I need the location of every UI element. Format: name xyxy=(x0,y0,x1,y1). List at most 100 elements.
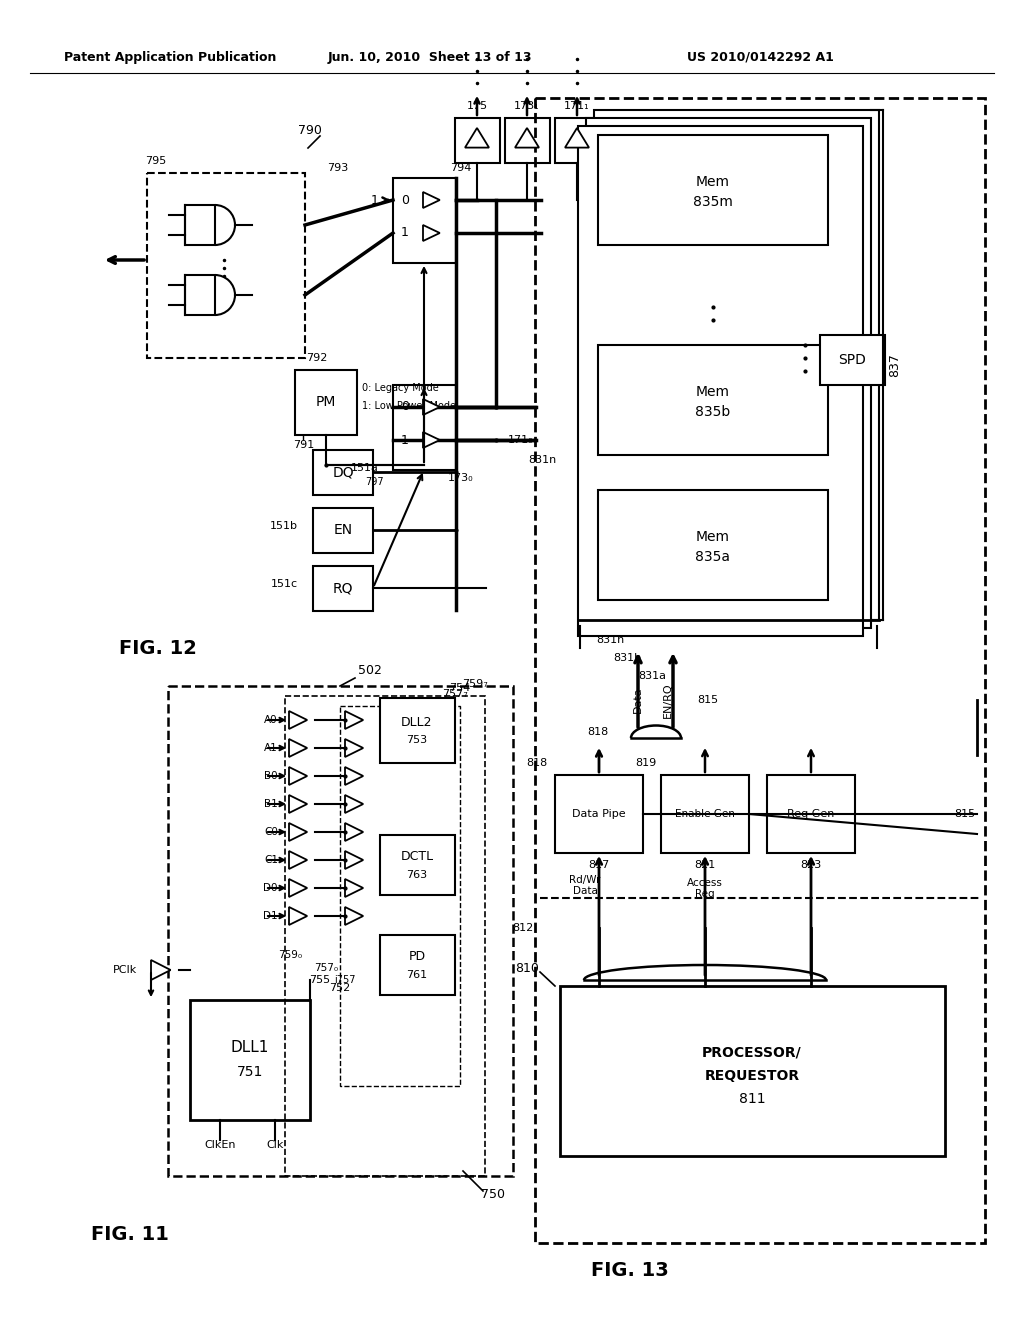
Text: 797: 797 xyxy=(366,477,384,487)
Text: D1: D1 xyxy=(263,911,278,921)
Bar xyxy=(380,698,455,763)
Text: C1: C1 xyxy=(264,855,278,865)
Text: 761: 761 xyxy=(407,970,428,979)
Bar xyxy=(594,110,879,620)
Text: 831n: 831n xyxy=(596,635,625,645)
Polygon shape xyxy=(345,851,364,869)
Text: 835m: 835m xyxy=(693,195,733,209)
Text: Access: Access xyxy=(687,878,723,888)
Text: 821: 821 xyxy=(694,861,716,870)
Text: 815: 815 xyxy=(954,809,976,818)
Polygon shape xyxy=(289,739,307,756)
Text: 171₁: 171₁ xyxy=(564,102,590,111)
Bar xyxy=(185,275,215,315)
Bar xyxy=(598,135,828,246)
Text: Mem: Mem xyxy=(696,385,730,399)
Text: 0: 0 xyxy=(401,400,409,413)
Polygon shape xyxy=(289,795,307,813)
Text: 818: 818 xyxy=(526,758,548,768)
Text: Data: Data xyxy=(572,886,597,896)
Polygon shape xyxy=(345,711,364,729)
Text: DQ: DQ xyxy=(332,465,354,479)
Text: 173₀: 173₀ xyxy=(449,473,474,483)
Polygon shape xyxy=(289,711,307,729)
Bar xyxy=(285,696,485,1176)
Text: C0: C0 xyxy=(264,828,278,837)
Text: 151a: 151a xyxy=(351,463,379,473)
Text: 831a: 831a xyxy=(638,671,666,681)
Text: Rd/Wr: Rd/Wr xyxy=(569,875,601,884)
Bar xyxy=(313,450,373,495)
Text: EN: EN xyxy=(334,523,352,537)
Text: 811: 811 xyxy=(738,1092,765,1106)
Text: D0: D0 xyxy=(263,883,278,894)
Bar xyxy=(767,775,855,853)
Polygon shape xyxy=(515,128,539,148)
Polygon shape xyxy=(345,822,364,841)
Bar xyxy=(380,935,455,995)
Bar xyxy=(555,117,600,162)
Text: RQ: RQ xyxy=(333,581,353,595)
Text: DCTL: DCTL xyxy=(400,850,433,863)
Text: 815: 815 xyxy=(697,696,719,705)
Text: PROCESSOR/: PROCESSOR/ xyxy=(702,1045,802,1060)
Bar xyxy=(505,117,550,162)
Text: i757: i757 xyxy=(334,975,355,985)
Text: 1: 1 xyxy=(401,433,409,446)
Bar xyxy=(313,508,373,553)
Bar xyxy=(147,173,305,358)
Text: 752: 752 xyxy=(330,983,350,993)
Text: 795: 795 xyxy=(145,156,166,166)
Text: 1: Low Power Mode: 1: Low Power Mode xyxy=(362,401,456,411)
Bar xyxy=(190,1001,310,1119)
Text: 755: 755 xyxy=(309,975,331,985)
Polygon shape xyxy=(289,907,307,925)
Bar xyxy=(555,775,643,853)
Text: 750: 750 xyxy=(481,1188,505,1200)
Text: 753: 753 xyxy=(407,735,428,744)
Bar xyxy=(535,98,985,1243)
Polygon shape xyxy=(345,795,364,813)
Text: REQUESTOR: REQUESTOR xyxy=(705,1069,800,1082)
Text: 173₁: 173₁ xyxy=(514,102,540,111)
Bar xyxy=(598,345,828,455)
Bar xyxy=(662,775,749,853)
Text: Data: Data xyxy=(633,686,643,713)
Text: 1: 1 xyxy=(401,227,409,239)
Polygon shape xyxy=(289,851,307,869)
Text: 793: 793 xyxy=(328,162,348,173)
Bar xyxy=(393,178,456,263)
Polygon shape xyxy=(423,224,439,242)
Text: 151b: 151b xyxy=(270,521,298,531)
Text: B1: B1 xyxy=(264,799,278,809)
Text: Patent Application Publication: Patent Application Publication xyxy=(63,50,276,63)
Text: 0: Legacy Mode: 0: Legacy Mode xyxy=(362,383,438,393)
Bar xyxy=(380,836,455,895)
Polygon shape xyxy=(565,128,589,148)
Text: 818: 818 xyxy=(588,727,608,737)
Polygon shape xyxy=(289,767,307,785)
Text: A0: A0 xyxy=(264,715,278,725)
Text: 751: 751 xyxy=(237,1065,263,1078)
Bar xyxy=(393,385,456,470)
Text: B0: B0 xyxy=(264,771,278,781)
Bar xyxy=(295,370,357,436)
Text: 835a: 835a xyxy=(695,550,730,564)
Text: FIG. 13: FIG. 13 xyxy=(591,1261,669,1279)
Polygon shape xyxy=(345,907,364,925)
Text: 175: 175 xyxy=(467,102,487,111)
Text: 817: 817 xyxy=(589,861,609,870)
Text: ClkEn: ClkEn xyxy=(204,1140,236,1150)
Polygon shape xyxy=(423,432,439,447)
Text: 791: 791 xyxy=(293,440,314,450)
Text: 831n: 831n xyxy=(528,455,556,465)
Text: 0: 0 xyxy=(401,194,409,206)
Text: 151c: 151c xyxy=(271,579,298,589)
Bar xyxy=(313,566,373,611)
Text: 831b: 831b xyxy=(613,653,641,663)
Text: PM: PM xyxy=(315,395,336,409)
Text: Req: Req xyxy=(695,888,715,899)
Text: 792: 792 xyxy=(306,352,328,363)
Text: DLL2: DLL2 xyxy=(401,715,433,729)
Polygon shape xyxy=(423,399,439,414)
